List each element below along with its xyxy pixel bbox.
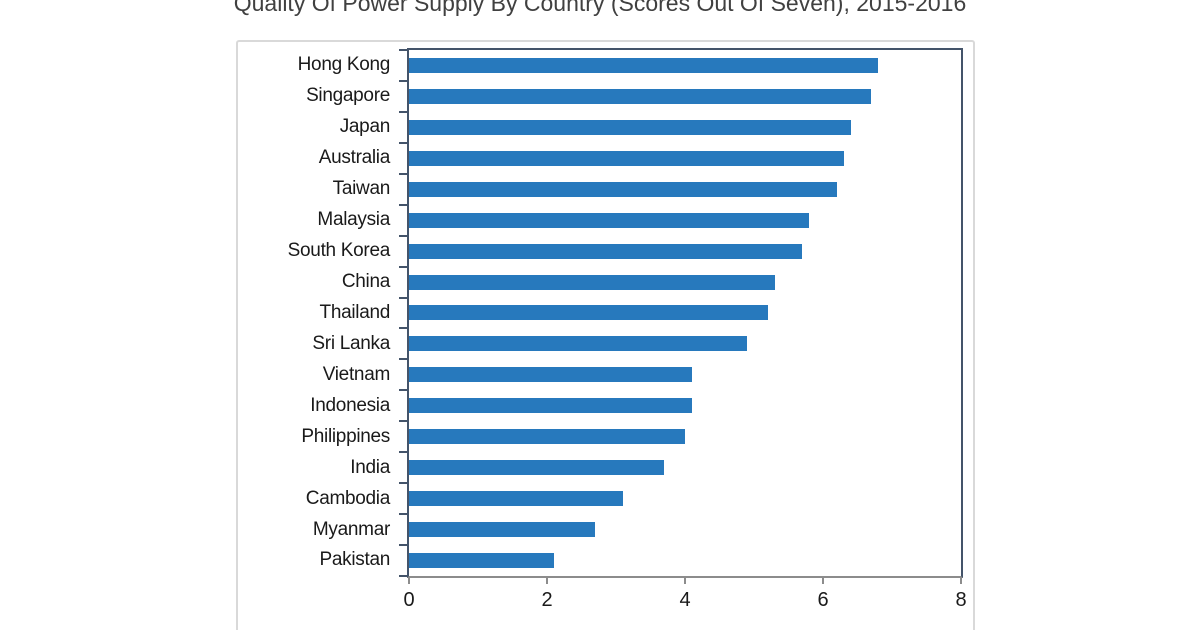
bar bbox=[409, 150, 844, 166]
x-axis-tick bbox=[684, 578, 686, 584]
bar bbox=[409, 398, 692, 414]
y-axis-tick bbox=[399, 482, 407, 485]
bar-row: Japan bbox=[340, 112, 961, 143]
category-label: Hong Kong bbox=[297, 54, 391, 76]
y-axis-tick bbox=[399, 172, 407, 175]
bar-row: India bbox=[350, 452, 961, 483]
x-axis-tick-label: 6 bbox=[817, 589, 829, 611]
bar bbox=[409, 274, 775, 290]
category-label: Malaysia bbox=[317, 209, 390, 231]
bar-row: Sri Lanka bbox=[312, 328, 961, 359]
bar bbox=[409, 181, 837, 197]
y-axis-tick bbox=[399, 203, 407, 206]
chart-panel: Hong Kong Singapore Japan Australia Taiwan Ma… bbox=[236, 40, 975, 630]
y-axis-tick bbox=[399, 234, 407, 237]
x-axis-tick-label: 0 bbox=[403, 589, 415, 611]
category-label: Myanmar bbox=[312, 518, 390, 540]
bar-row: Singapore bbox=[306, 81, 961, 112]
bar-rows: Hong Kong Singapore Japan Australia Taiwan Ma… bbox=[288, 50, 961, 576]
bar bbox=[409, 429, 685, 445]
bar-row: Thailand bbox=[320, 298, 961, 329]
x-axis-tick bbox=[960, 578, 962, 584]
x-axis-tick bbox=[546, 578, 548, 584]
bar bbox=[409, 57, 879, 73]
y-axis-tick bbox=[399, 110, 407, 113]
y-axis-tick bbox=[399, 141, 407, 144]
bar bbox=[409, 243, 803, 259]
category-label: China bbox=[341, 271, 390, 293]
x-axis-tick-label: 8 bbox=[955, 589, 967, 611]
category-label: Sri Lanka bbox=[312, 332, 390, 354]
x-axis-tick-label: 4 bbox=[679, 589, 691, 611]
x-axis-tick-label: 2 bbox=[541, 589, 553, 611]
bar bbox=[409, 552, 554, 568]
bar-row: Pakistan bbox=[320, 545, 961, 576]
bar-row: Australia bbox=[319, 143, 961, 174]
y-axis-tick bbox=[399, 265, 407, 268]
y-axis-tick bbox=[399, 389, 407, 392]
category-label: Philippines bbox=[301, 425, 390, 447]
y-axis-tick bbox=[399, 358, 407, 361]
y-axis-tick bbox=[399, 544, 407, 547]
bar bbox=[409, 212, 810, 228]
bar bbox=[409, 460, 665, 476]
y-axis-tick bbox=[399, 296, 407, 299]
y-axis-tick bbox=[399, 513, 407, 516]
plot-area: Hong Kong Singapore Japan Australia Taiwan Ma… bbox=[288, 48, 967, 611]
y-axis-tick bbox=[399, 49, 407, 51]
bar-row: Cambodia bbox=[306, 483, 961, 514]
bar bbox=[409, 305, 768, 321]
category-label: Thailand bbox=[319, 301, 391, 323]
bar bbox=[409, 88, 872, 104]
y-axis-tick bbox=[399, 575, 407, 577]
y-axis-tick bbox=[399, 451, 407, 454]
category-label: Taiwan bbox=[332, 178, 391, 200]
bar-row: Taiwan bbox=[333, 174, 961, 205]
y-axis-tick bbox=[399, 327, 407, 330]
category-label: India bbox=[350, 456, 390, 478]
bar bbox=[409, 336, 748, 352]
bar-row: Hong Kong bbox=[298, 50, 961, 81]
bar bbox=[409, 367, 692, 383]
bar-row: China bbox=[342, 267, 961, 298]
category-label: Singapore bbox=[306, 85, 390, 107]
bar-row: Myanmar bbox=[313, 514, 961, 545]
chart-title: Quality Of Power Supply By Country (Scor… bbox=[233, 0, 967, 16]
category-label: Australia bbox=[318, 147, 391, 169]
y-axis-tick bbox=[399, 79, 407, 82]
bar-row: Indonesia bbox=[310, 390, 961, 421]
category-label: Cambodia bbox=[305, 487, 391, 509]
bar-row: South Korea bbox=[288, 236, 961, 267]
y-axis-tick bbox=[399, 420, 407, 423]
bar-row: Vietnam bbox=[323, 359, 961, 390]
bar-row: Philippines bbox=[301, 421, 961, 452]
x-axis-tick bbox=[822, 578, 824, 584]
bar bbox=[409, 119, 851, 135]
bar-row: Malaysia bbox=[317, 205, 961, 236]
category-label: South Korea bbox=[287, 240, 391, 262]
bar bbox=[409, 522, 596, 538]
category-label: Vietnam bbox=[322, 363, 391, 385]
category-label: Indonesia bbox=[310, 394, 390, 416]
x-axis-tick bbox=[408, 578, 410, 584]
bar bbox=[409, 491, 623, 507]
category-label: Pakistan bbox=[319, 549, 391, 571]
category-label: Japan bbox=[339, 116, 391, 138]
